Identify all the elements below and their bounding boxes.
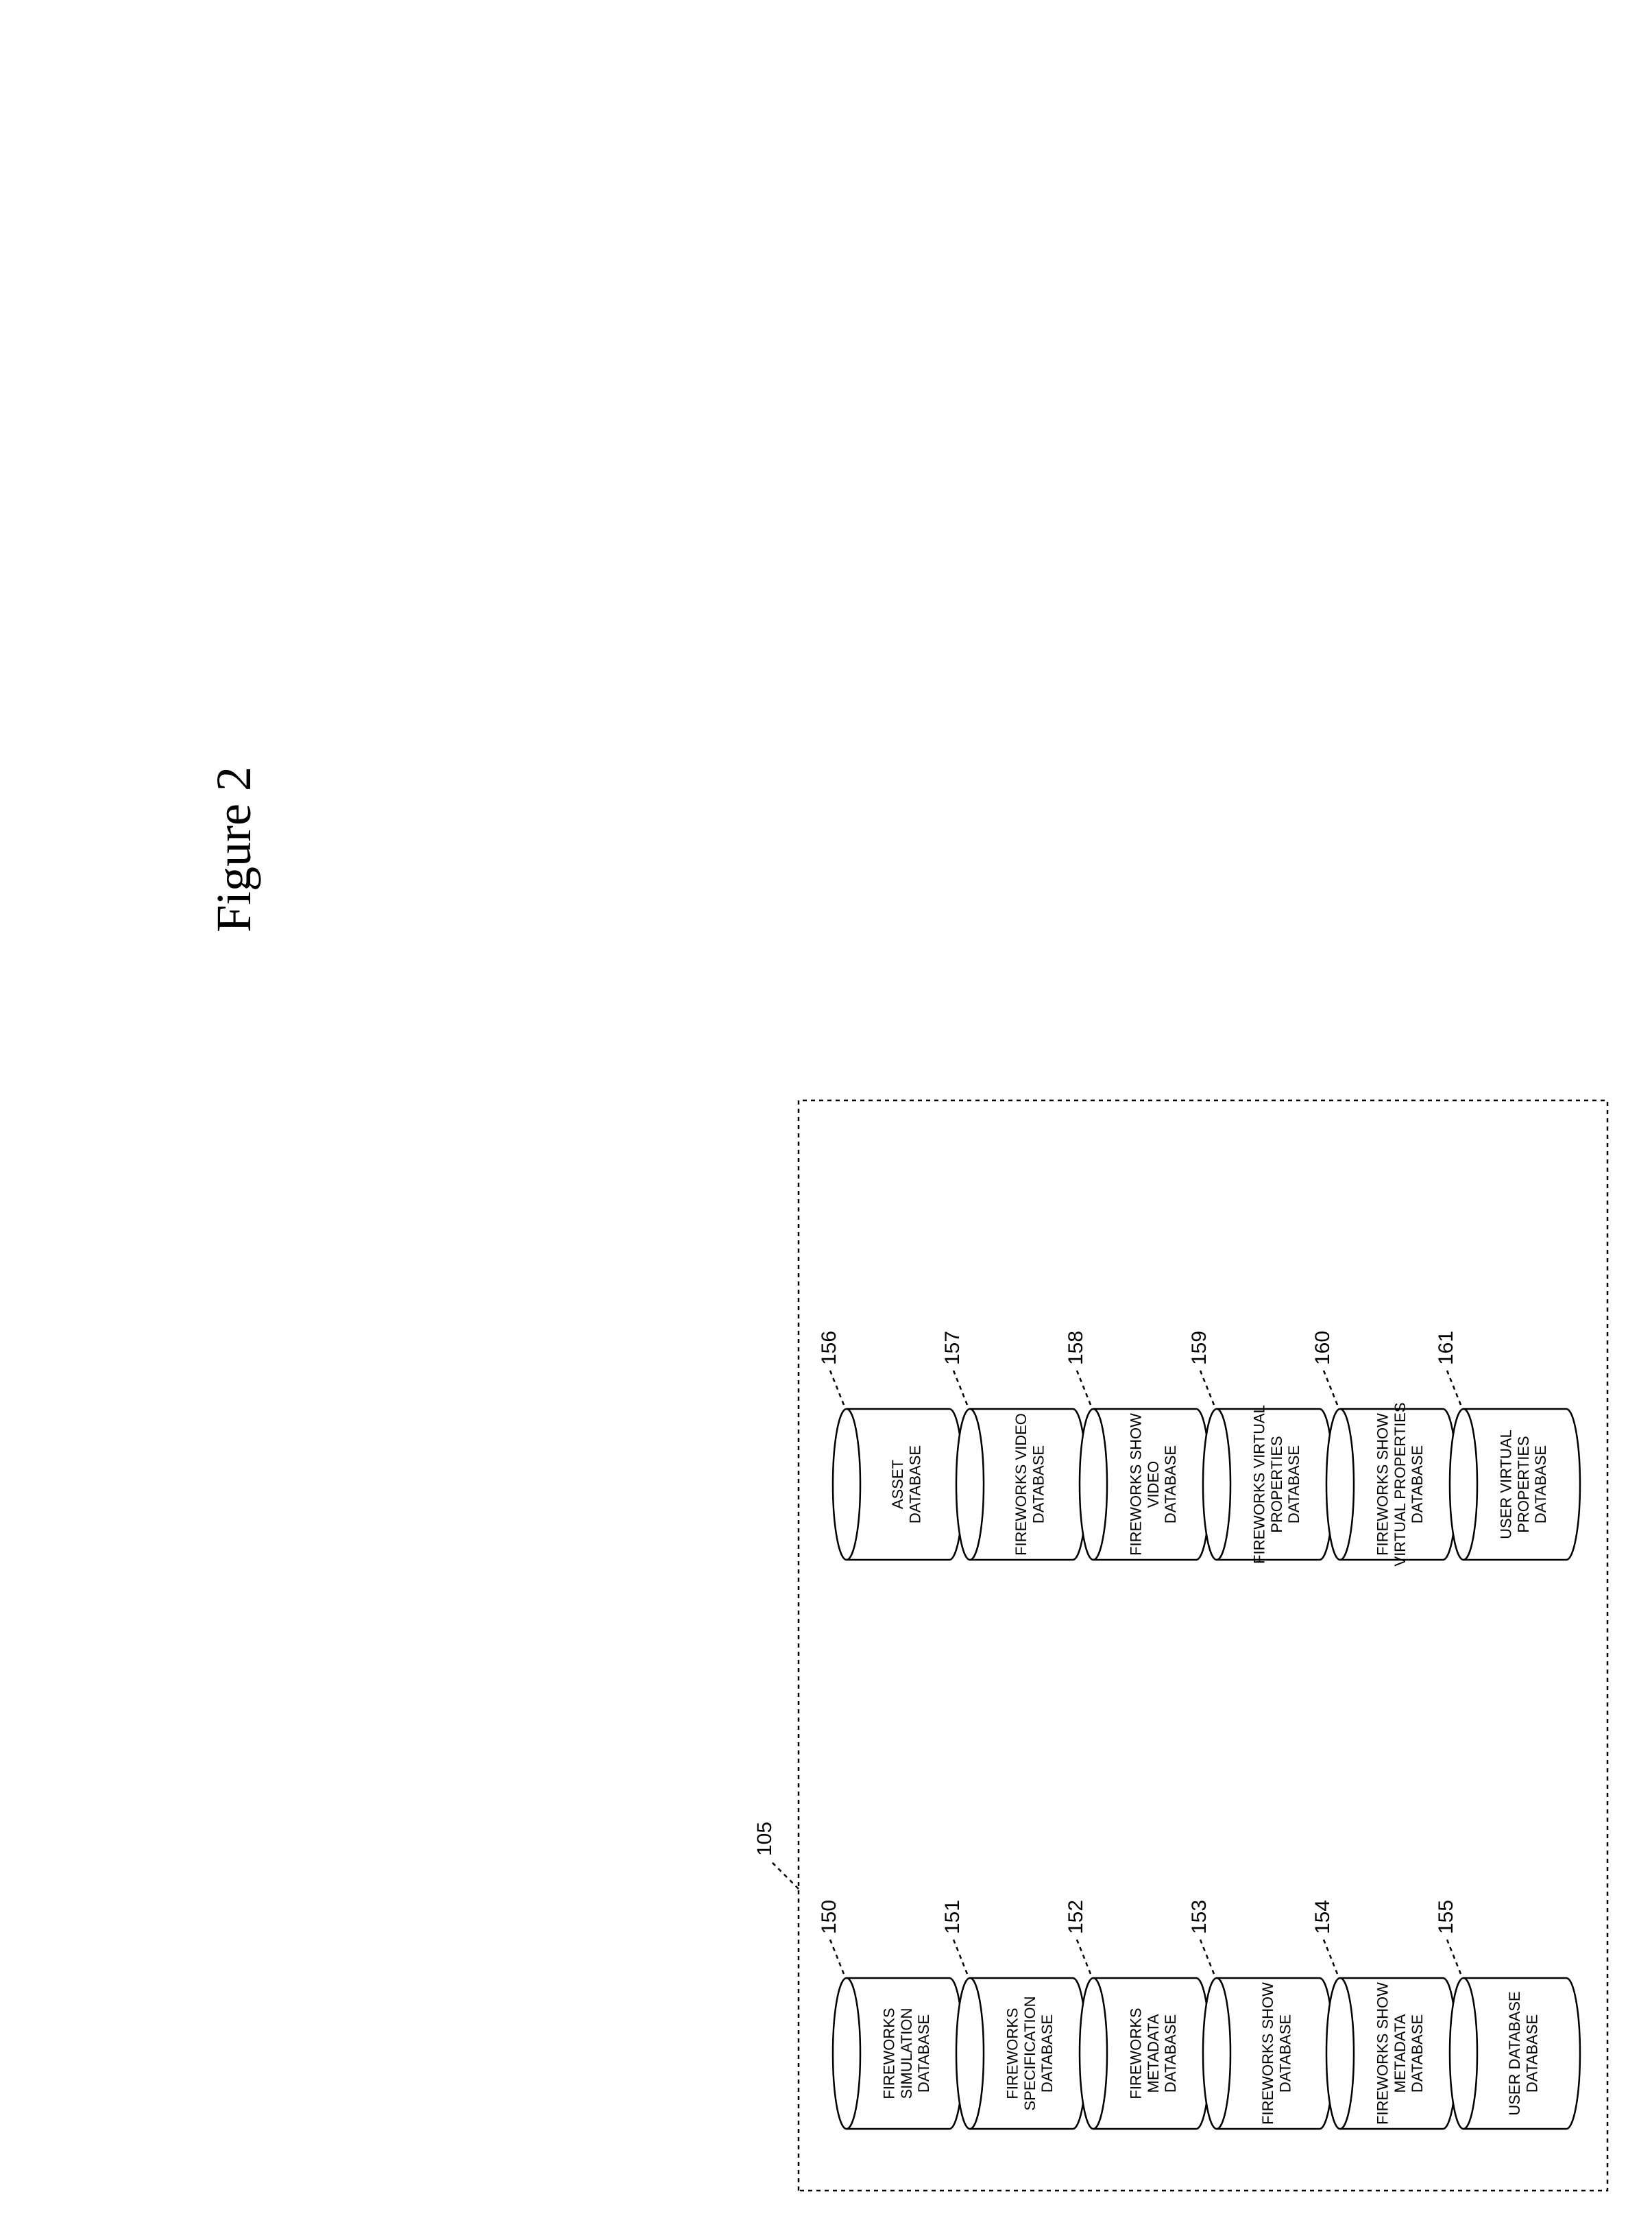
database-cylinder-152: FIREWORKSMETADATADATABASE 152: [1065, 1900, 1210, 2129]
ref-number: 158: [1065, 1331, 1087, 1365]
cylinder-label-line: USER DATABASE: [1506, 1991, 1523, 2115]
stage: 105FIREWORKSSIMULATIONDATABASE150ASSETDA…: [0, 0, 1652, 1421]
cylinder-top: [956, 1978, 984, 2129]
ref-leader: [830, 1940, 844, 1974]
cylinder-label-line: DATABASE: [1523, 2014, 1540, 2093]
cylinder-label-line: SPECIFICATION: [1021, 1996, 1038, 2110]
cylinder-label-line: ASSET: [889, 1460, 906, 1509]
cylinder-label-line: DATABASE: [1285, 1445, 1302, 1523]
cylinder-label-line: FIREWORKS: [1004, 2008, 1021, 2099]
cylinder-top: [956, 1409, 984, 1560]
figure-label: Figure 2: [206, 767, 263, 932]
cylinder-top: [1080, 1978, 1107, 2129]
cylinder-label-line: DATABASE: [1409, 2014, 1426, 2093]
cylinder-top: [1080, 1409, 1107, 1560]
cylinder-label-line: DATABASE: [1162, 2014, 1179, 2093]
database-cylinder-155: USER DATABASEDATABASE 155: [1435, 1900, 1580, 2129]
cylinder-label-line: USER VIRTUAL: [1498, 1430, 1515, 1539]
database-cylinder-153: FIREWORKS SHOWDATABASE 153: [1188, 1900, 1333, 2129]
cylinder-top: [833, 1978, 860, 2129]
ref-leader: [1324, 1940, 1337, 1974]
ref-number: 156: [818, 1331, 840, 1365]
cylinder-top: [1203, 1409, 1230, 1560]
ref-number: 150: [818, 1900, 840, 1934]
cylinder-label-line: DATABASE: [906, 1445, 923, 1523]
database-cylinder-159: FIREWORKS VIRTUALPROPERTIESDATABASE 159: [1188, 1331, 1333, 1564]
ref-number: 160: [1311, 1331, 1334, 1365]
ref-number: 155: [1435, 1900, 1457, 1934]
rotated-diagram: 105FIREWORKSSIMULATIONDATABASE150ASSETDA…: [730, 1073, 1635, 2218]
ref-leader: [1447, 1940, 1461, 1974]
cylinder-label-line: FIREWORKS VIDEO: [1012, 1413, 1030, 1556]
diagram-svg: 105FIREWORKSSIMULATIONDATABASE150ASSETDA…: [730, 1073, 1635, 2218]
cylinder-label-line: DATABASE: [1030, 1445, 1047, 1523]
ref-leader: [1077, 1940, 1091, 1974]
cylinder-label-line: SIMULATION: [898, 2008, 915, 2099]
cylinder-label-line: DATABASE: [1038, 2014, 1056, 2093]
cylinder-label-line: FIREWORKS SHOW: [1374, 1982, 1392, 2125]
cylinder-label-line: DATABASE: [1162, 1445, 1179, 1523]
container-ref-number: 105: [753, 1822, 776, 1856]
cylinder-top: [1203, 1978, 1230, 2129]
database-cylinder-161: USER VIRTUALPROPERTIESDATABASE 161: [1435, 1331, 1580, 1560]
cylinder-label-line: DATABASE: [1409, 1445, 1426, 1523]
cylinder-label-line: PROPERTIES: [1268, 1436, 1285, 1532]
container-leader: [771, 1861, 799, 1889]
ref-leader: [1077, 1371, 1091, 1405]
ref-leader: [1200, 1371, 1214, 1405]
cylinder-label-line: METADATA: [1145, 2014, 1162, 2093]
ref-leader: [953, 1371, 967, 1405]
ref-number: 159: [1188, 1331, 1211, 1365]
database-cylinder-156: ASSETDATABASE 156: [818, 1331, 963, 1560]
cylinder-label-line: DATABASE: [915, 2014, 932, 2093]
ref-leader: [953, 1940, 967, 1974]
ref-number: 153: [1188, 1900, 1211, 1934]
cylinder-top: [833, 1409, 860, 1560]
cylinder-label-line: FIREWORKS VIRTUAL: [1251, 1405, 1268, 1564]
cylinder-label-line: PROPERTIES: [1515, 1436, 1532, 1532]
cylinder-label-line: DATABASE: [1532, 1445, 1549, 1523]
database-cylinder-154: FIREWORKS SHOWMETADATADATABASE 154: [1311, 1900, 1457, 2129]
cylinder-label-line: FIREWORKS SHOW: [1128, 1413, 1145, 1556]
cylinder-label-line: VIDEO: [1145, 1461, 1162, 1508]
cylinder-label-line: METADATA: [1392, 2014, 1409, 2093]
ref-leader: [830, 1371, 844, 1405]
ref-number: 157: [941, 1331, 964, 1365]
ref-number: 161: [1435, 1331, 1457, 1365]
ref-number: 154: [1311, 1900, 1334, 1934]
ref-leader: [1447, 1371, 1461, 1405]
cylinder-top: [1450, 1409, 1477, 1560]
cylinder-label-line: FIREWORKS SHOW: [1374, 1413, 1392, 1556]
cylinder-top: [1326, 1409, 1354, 1560]
ref-number: 151: [941, 1900, 964, 1934]
database-cylinder-158: FIREWORKS SHOWVIDEODATABASE 158: [1065, 1331, 1210, 1560]
cylinder-top: [1450, 1978, 1477, 2129]
cylinder-label-line: FIREWORKS: [1128, 2008, 1145, 2099]
cylinder-label-line: VIRTUAL PROPERTIES: [1392, 1402, 1409, 1566]
cylinder-label-line: FIREWORKS SHOW: [1259, 1982, 1276, 2125]
cylinder-label-line: FIREWORKS: [881, 2008, 898, 2099]
database-cylinder-160: FIREWORKS SHOWVIRTUAL PROPERTIESDATABASE…: [1311, 1331, 1457, 1567]
database-cylinder-150: FIREWORKSSIMULATIONDATABASE 150: [818, 1900, 963, 2129]
ref-leader: [1324, 1371, 1337, 1405]
database-cylinder-157: FIREWORKS VIDEODATABASE 157: [941, 1331, 1086, 1560]
database-cylinder-151: FIREWORKSSPECIFICATIONDATABASE 151: [941, 1900, 1086, 2129]
ref-leader: [1200, 1940, 1214, 1974]
cylinder-top: [1326, 1978, 1354, 2129]
ref-number: 152: [1065, 1900, 1087, 1934]
cylinder-label-line: DATABASE: [1276, 2014, 1293, 2093]
